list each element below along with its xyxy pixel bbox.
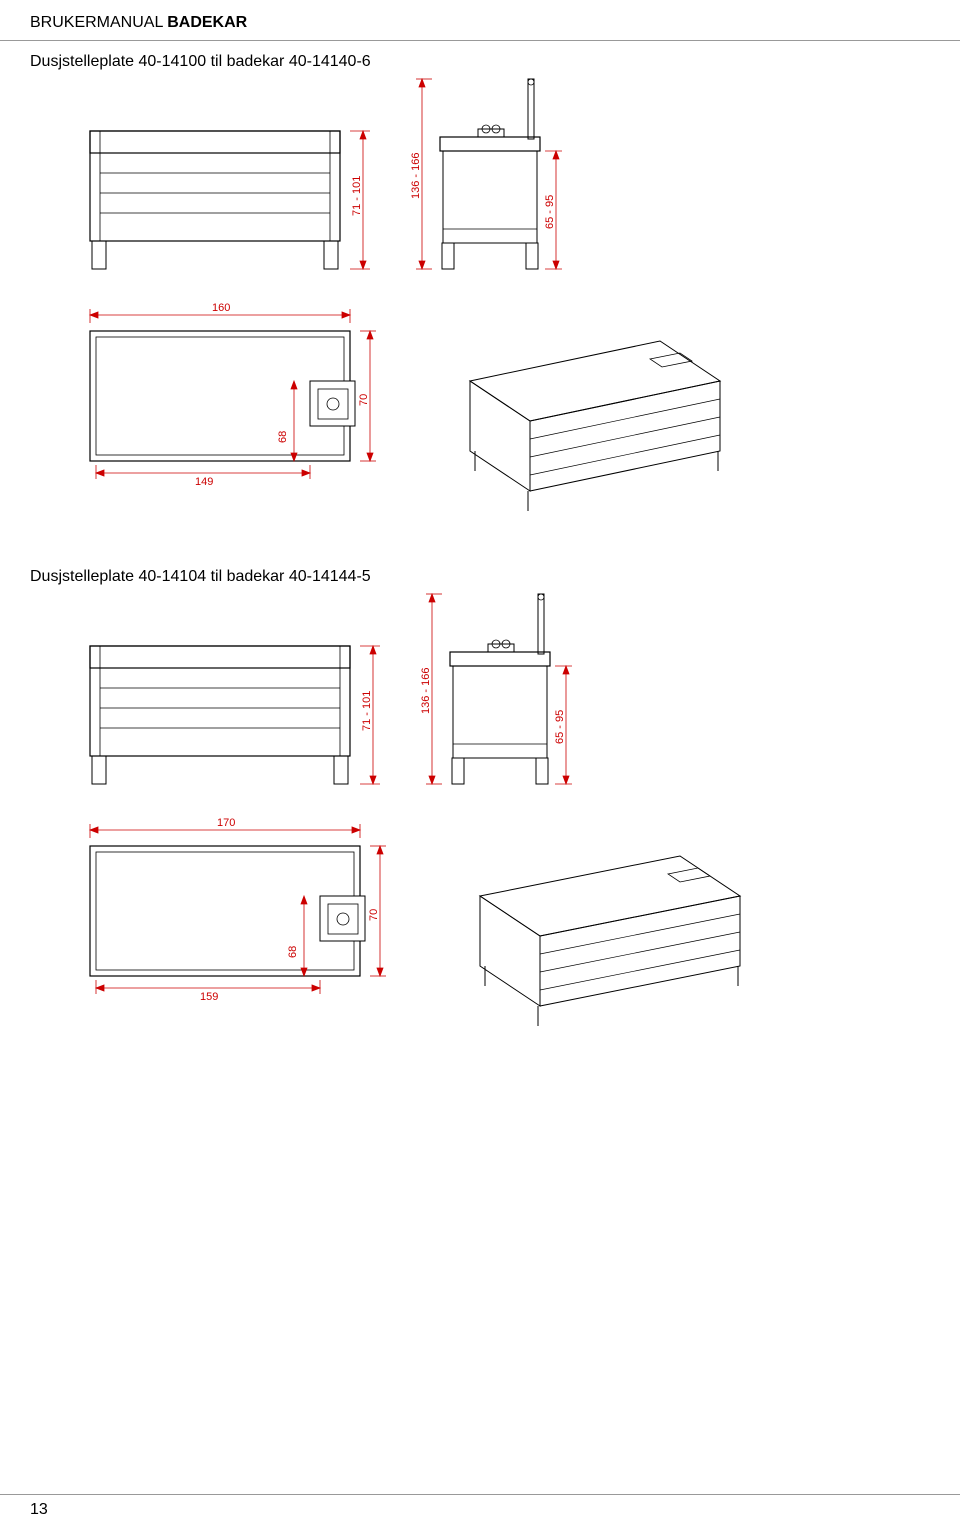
dim-back-h2-1: 65 - 95 [544, 195, 556, 229]
dim-depth-1: 68 [277, 431, 289, 443]
dim-side-h-1: 70 [358, 394, 370, 406]
dim-inner-width-2: 159 [200, 991, 218, 1003]
section1-title: Dusjstelleplate 40-14100 til badekar 40-… [0, 41, 960, 71]
dim-side-h-2: 70 [368, 909, 380, 921]
section1-diagrams: 71 - 101 136 - 166 [0, 71, 960, 556]
dim-back-h1-1: 136 - 166 [410, 153, 422, 199]
side-view-2: 136 - 166 65 - 95 [420, 594, 572, 784]
section2-title: Dusjstelleplate 40-14104 til badekar 40-… [0, 556, 960, 586]
page-header: BRUKERMANUAL BADEKAR [0, 0, 960, 41]
dim-front-h-2: 71 - 101 [361, 691, 373, 731]
dim-width-1: 160 [212, 302, 230, 314]
section2-svg: 71 - 101 136 - 166 65 - 95 [0, 586, 960, 1066]
page-number: 13 [30, 1501, 48, 1518]
top-view-1: 160 149 68 70 [90, 302, 376, 488]
dim-back-h2-2: 65 - 95 [554, 710, 566, 744]
dim-depth-2: 68 [287, 946, 299, 958]
dim-back-h1-2: 136 - 166 [420, 668, 432, 714]
section2-diagrams: 71 - 101 136 - 166 65 - 95 [0, 586, 960, 1071]
front-view-2: 71 - 101 [90, 646, 380, 784]
footer: 13 [0, 1494, 960, 1525]
dim-inner-width-1: 149 [195, 476, 213, 488]
iso-view-1 [470, 341, 720, 511]
front-view-1: 71 - 101 [90, 131, 370, 269]
iso-view-2 [480, 856, 740, 1026]
header-bold: BADEKAR [167, 14, 247, 31]
side-view-1: 136 - 166 65 - 95 [410, 79, 562, 269]
dim-width-2: 170 [217, 817, 235, 829]
top-view-2: 170 159 68 70 [90, 817, 386, 1003]
header-light: BRUKERMANUAL [30, 14, 167, 31]
dim-front-h-1: 71 - 101 [351, 176, 363, 216]
section1-svg: 71 - 101 136 - 166 [0, 71, 960, 551]
